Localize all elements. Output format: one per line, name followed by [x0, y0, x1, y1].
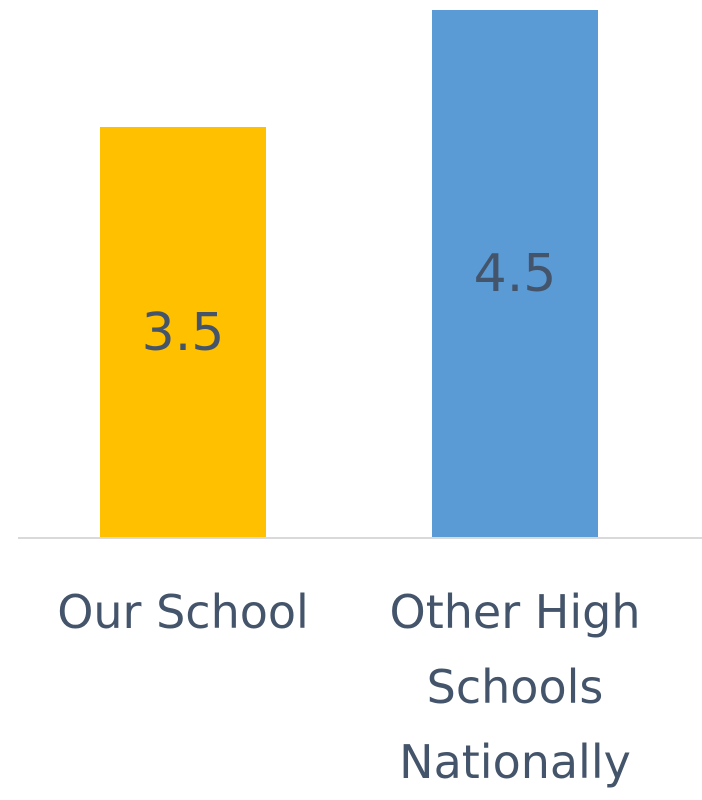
x-axis [18, 537, 702, 539]
x-tick-label: Our School [57, 585, 309, 639]
bar [100, 127, 266, 538]
bar [432, 10, 598, 538]
data-label: 4.5 [473, 244, 557, 304]
data-label: 3.5 [141, 302, 225, 363]
x-tick-label: Other High Schools Nationally [389, 585, 641, 789]
